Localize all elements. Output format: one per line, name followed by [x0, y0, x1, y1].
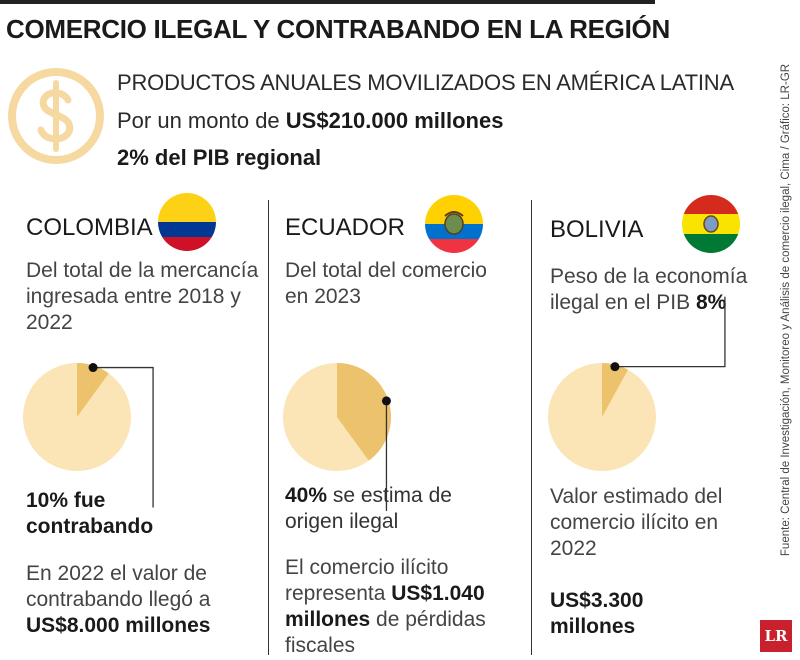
dollar-coin-icon	[8, 68, 104, 164]
country-ecuador: ECUADOR	[285, 214, 406, 241]
ecuador-pie	[283, 363, 391, 511]
page-title: COMERCIO ILEGAL Y CONTRABANDO EN LA REGI…	[6, 14, 670, 44]
colombia-foot: En 2022 el valor de contrabando llegó a …	[26, 562, 211, 637]
ecuador-flag-icon	[425, 195, 483, 253]
bolivia-lead-text: Peso de la economía ilegal en el PIB 8%	[550, 265, 748, 314]
pie-leader-dot	[88, 363, 98, 373]
bolivia-value: US$3.300 millones	[550, 589, 644, 638]
bolivia-pib-value: 8%	[695, 291, 727, 314]
amount-value: US$210.000 millones	[285, 108, 504, 133]
ecuador-foot: El comercio ilícito representa US$1.040 …	[285, 556, 486, 657]
header-pib: 2% del PIB regional	[117, 145, 322, 170]
pie-leader-line	[93, 366, 154, 508]
column-divider-1	[268, 200, 269, 655]
ecuador-lead-text: Del total del comercio en 2023	[285, 259, 487, 308]
bolivia-foot: Valor estimado del comercio ilícito en 2…	[550, 485, 723, 560]
pie-leader-dot	[381, 396, 391, 406]
lr-logo: LR	[760, 620, 792, 652]
country-colombia: COLOMBIA	[26, 214, 153, 241]
pie-slice	[337, 363, 391, 461]
pie-leader-line	[614, 296, 726, 368]
column-divider-2	[531, 200, 532, 655]
country-bolivia: BOLIVIA	[550, 216, 644, 243]
ecuador-percent-label: 40% se estima de origen ilegal	[285, 484, 452, 533]
bolivia-flag-icon	[682, 195, 740, 253]
ecuador-value: US$1.040 millones	[285, 582, 485, 631]
header-amount: Por un monto de US$210.000 millones	[117, 108, 504, 133]
colombia-lead-text: Del total de la mercancía ingresada entr…	[26, 259, 259, 334]
pie-slice	[602, 363, 629, 417]
source-note: Fuente: Central de Investigación, Monito…	[780, 63, 792, 557]
colombia-percent-label: 10% fue contrabando	[26, 489, 154, 538]
top-rule	[0, 0, 655, 4]
colombia-pie	[23, 363, 154, 508]
pie-leader-dot	[610, 362, 620, 372]
bolivia-pie	[548, 296, 726, 471]
header-subtitle: PRODUCTOS ANUALES MOVILIZADOS EN AMÉRICA…	[117, 70, 734, 95]
pie-slice	[77, 363, 109, 417]
colombia-flag-icon	[158, 193, 216, 251]
colombia-value: US$8.000 millones	[26, 614, 211, 637]
